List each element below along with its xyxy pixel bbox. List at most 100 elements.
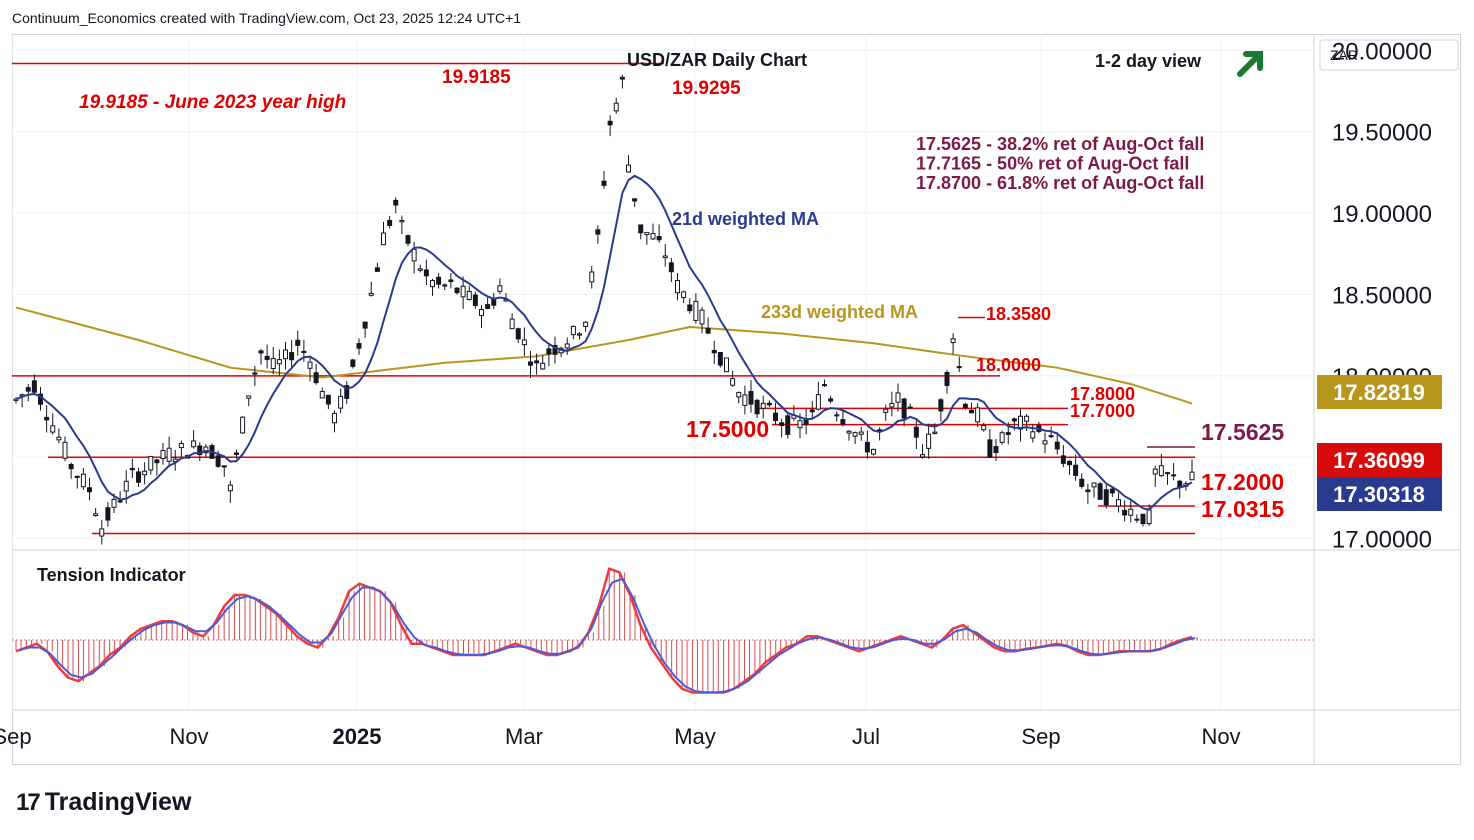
candle-body <box>246 395 252 399</box>
candle-body <box>99 528 105 537</box>
candle-body <box>289 352 295 361</box>
candle-body <box>203 446 209 454</box>
candle-body <box>895 392 901 403</box>
candle-body <box>56 436 62 441</box>
candle-body <box>234 452 239 455</box>
candle-body <box>338 395 344 409</box>
candle-body <box>411 248 417 262</box>
ma233-path <box>15 306 1193 405</box>
candle-body <box>540 362 546 370</box>
level-label-18-0000: 18.0000 <box>976 355 1041 375</box>
candle-body <box>442 284 448 287</box>
candle-body <box>956 366 962 369</box>
candle-body <box>178 442 184 449</box>
candle-body <box>668 262 674 273</box>
candle-body <box>93 513 99 517</box>
tradingview-logo[interactable]: 17 TradingView <box>16 788 192 817</box>
candle-body <box>466 290 472 300</box>
candle-body <box>356 343 362 349</box>
y-tick-label: 19.00000 <box>1332 201 1432 228</box>
candle-body <box>399 220 405 223</box>
candle-body <box>240 416 246 434</box>
candle-body <box>1079 478 1085 487</box>
candle-body <box>515 328 521 340</box>
candle-body <box>105 507 111 521</box>
candle-body <box>1140 513 1146 525</box>
x-tick-label: May <box>674 724 716 749</box>
candle-body <box>325 394 331 405</box>
candle-body <box>74 475 80 478</box>
candle-body <box>491 298 497 306</box>
candle-body <box>148 455 154 471</box>
candle-body <box>693 300 699 321</box>
candle-body <box>711 349 717 354</box>
candle-body <box>1085 489 1091 493</box>
candle-body <box>760 402 766 409</box>
level-label-17-5625: 17.5625 <box>1201 419 1284 445</box>
candle-body <box>920 454 925 458</box>
candle-body <box>276 359 282 365</box>
candle-body <box>111 498 117 508</box>
candle-body <box>68 463 74 470</box>
level-label-18-3580: 18.3580 <box>986 304 1051 324</box>
candle-body <box>197 445 203 456</box>
candle-body <box>362 321 368 329</box>
candle-body <box>136 471 141 483</box>
candle-body <box>766 402 772 406</box>
candle-body <box>595 229 601 235</box>
annotation-labels: 19.9185 19.9185 - June 2023 year high 19.9… <box>79 50 1284 522</box>
x-tick-label: Jul <box>852 724 880 749</box>
candle-body <box>25 387 31 392</box>
candle-body <box>301 350 307 354</box>
level-sublabel-year-high: 19.9185 - June 2023 year high <box>79 92 346 113</box>
ma21-label: 21d weighted MA <box>672 209 819 229</box>
ma21-path <box>15 174 1193 511</box>
candle-body <box>1158 465 1164 477</box>
candle-body <box>797 420 803 429</box>
candle-body <box>1048 435 1054 438</box>
level-label-19-9185: 19.9185 <box>442 67 511 88</box>
candle-body <box>822 384 827 387</box>
candle-body <box>1091 482 1097 488</box>
candle-body <box>1152 468 1158 475</box>
candle-body <box>1109 488 1115 494</box>
candle-body <box>864 441 870 453</box>
candle-body <box>656 236 662 241</box>
candle-body <box>607 120 613 126</box>
price-badge <box>1317 443 1442 477</box>
tradingview-mark-icon: 17 <box>16 788 41 816</box>
candle-body <box>221 465 227 468</box>
candle-body <box>809 409 815 413</box>
candle-body <box>650 233 656 240</box>
candle-body <box>926 433 932 449</box>
candles <box>13 74 1195 545</box>
candle-body <box>644 231 650 236</box>
candle-body <box>1116 499 1121 507</box>
candle-body <box>962 403 968 409</box>
candle-body <box>129 467 135 471</box>
candle-body <box>1005 432 1011 435</box>
candle-body <box>1042 440 1048 445</box>
level-label-19-9295: 19.9295 <box>672 78 741 99</box>
candle-body <box>577 333 582 336</box>
candle-body <box>626 164 631 173</box>
candle-body <box>828 398 834 402</box>
candle-body <box>913 426 919 438</box>
ma233-label: 233d weighted MA <box>761 302 918 322</box>
candle-body <box>1189 471 1195 481</box>
candle-body <box>1073 464 1079 476</box>
level-label-17-2000: 17.2000 <box>1201 469 1284 495</box>
candle-body <box>436 276 442 285</box>
level-label-17-7000: 17.7000 <box>1070 401 1135 421</box>
candle-body <box>1103 489 1109 506</box>
candle-body <box>858 431 864 435</box>
candle-body <box>969 409 974 414</box>
candle-body <box>871 448 876 455</box>
candle-body <box>454 287 460 294</box>
y-tick-label: 19.50000 <box>1332 120 1432 147</box>
candle-body <box>907 406 913 409</box>
candle-body <box>142 470 148 476</box>
view-label: 1-2 day view <box>1095 51 1202 71</box>
candle-body <box>1146 509 1152 525</box>
